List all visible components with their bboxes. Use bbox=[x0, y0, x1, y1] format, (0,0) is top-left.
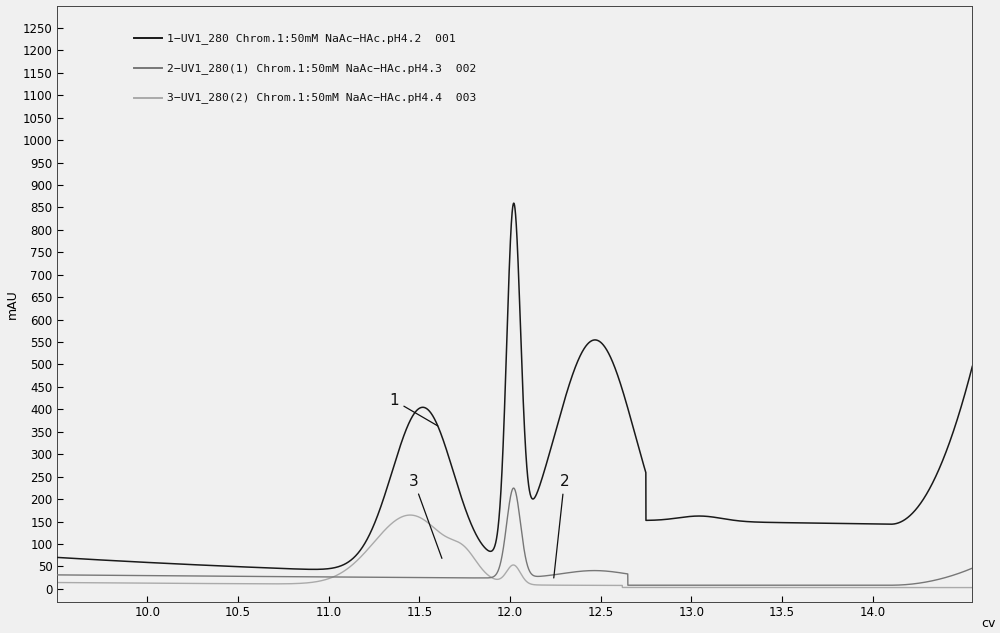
Text: 3−UV1_280(2) Chrom.1:50mM NaAc−HAc.pH4.4  003: 3−UV1_280(2) Chrom.1:50mM NaAc−HAc.pH4.4… bbox=[167, 92, 476, 104]
Text: 2: 2 bbox=[554, 473, 569, 578]
Text: 1: 1 bbox=[389, 393, 438, 426]
Text: cv: cv bbox=[981, 617, 996, 630]
Y-axis label: mAU: mAU bbox=[6, 289, 19, 319]
Text: 1−UV1_280 Chrom.1:50mM NaAc−HAc.pH4.2  001: 1−UV1_280 Chrom.1:50mM NaAc−HAc.pH4.2 00… bbox=[167, 33, 455, 44]
Text: 2−UV1_280(1) Chrom.1:50mM NaAc−HAc.pH4.3  002: 2−UV1_280(1) Chrom.1:50mM NaAc−HAc.pH4.3… bbox=[167, 63, 476, 73]
Text: 3: 3 bbox=[409, 473, 442, 558]
